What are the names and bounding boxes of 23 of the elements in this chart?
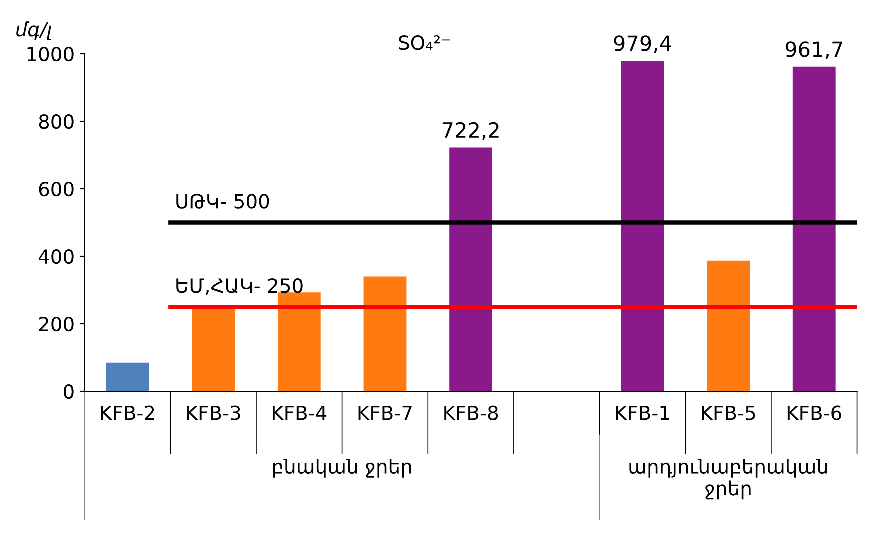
text: արդյունաբերական ջրեր <box>630 459 828 500</box>
ref-line-label: ՍԹԿ- 500 <box>176 194 270 209</box>
y-tick-label: 200 <box>39 316 74 332</box>
data-label: 961,7 <box>786 42 842 60</box>
text: բնական ջրեր <box>273 459 412 478</box>
x-tick-label: KFB-4 <box>272 406 327 420</box>
y-axis-title: մգ/լ <box>16 22 52 40</box>
x-tick-label: KFB-6 <box>788 406 842 420</box>
data-label: 722,2 <box>442 122 499 140</box>
x-tick-label: KFB-7 <box>358 406 412 420</box>
x-tick-label: KFB-1 <box>616 406 670 420</box>
x-tick-label: KFB-8 <box>444 406 498 420</box>
y-tick-label: 1000 <box>28 46 74 62</box>
y-tick-label: 800 <box>39 114 74 130</box>
x-tick-label: KFB-5 <box>702 406 756 420</box>
y-tick-label: 600 <box>39 182 74 197</box>
data-label: 979,4 <box>614 36 672 54</box>
x-tick-label: KFB-2 <box>101 406 154 420</box>
y-tick-label: 0 <box>64 384 74 400</box>
y-tick-label: 400 <box>38 249 74 264</box>
ref-line-label: ԵՄ,ՀԱԿ- 250 <box>176 278 303 296</box>
chart-title: SO₄²⁻ <box>399 36 450 50</box>
x-tick-label: KFB-3 <box>187 406 240 420</box>
